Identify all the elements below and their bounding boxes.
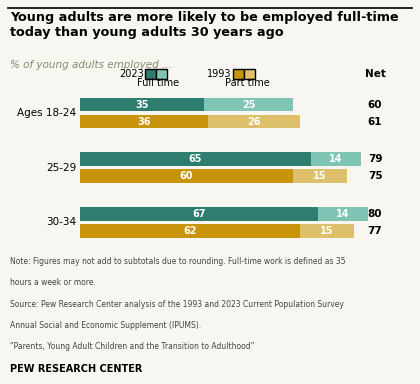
Text: 67: 67: [192, 209, 206, 219]
Text: 65: 65: [189, 154, 202, 164]
Text: 80: 80: [368, 209, 382, 219]
Text: Young adults are more likely to be employed full-time
today than young adults 30: Young adults are more likely to be emplo…: [10, 11, 399, 39]
Text: 60: 60: [368, 99, 382, 110]
Text: 2023: 2023: [119, 69, 144, 79]
Text: 79: 79: [368, 154, 382, 164]
Text: 60: 60: [180, 171, 193, 181]
Text: 14: 14: [336, 209, 350, 219]
Bar: [80, 224, 300, 238]
Text: 62: 62: [184, 226, 197, 236]
Text: 15: 15: [320, 226, 334, 236]
Text: Net: Net: [365, 69, 386, 79]
Text: Annual Social and Economic Supplement (IPUMS).: Annual Social and Economic Supplement (I…: [10, 321, 202, 329]
Text: 25-29: 25-29: [46, 163, 76, 173]
Text: Full time: Full time: [137, 78, 179, 88]
Text: 26: 26: [247, 117, 261, 127]
Text: hours a week or more.: hours a week or more.: [10, 278, 96, 287]
Text: 1993: 1993: [207, 69, 231, 79]
Bar: [293, 169, 346, 183]
Text: Ages 18-24: Ages 18-24: [17, 108, 76, 118]
Text: Part time: Part time: [225, 78, 269, 88]
Bar: [300, 224, 354, 238]
Text: 30-34: 30-34: [46, 217, 76, 227]
Text: Source: Pew Research Center analysis of the 1993 and 2023 Current Population Sur: Source: Pew Research Center analysis of …: [10, 300, 344, 308]
Text: 14: 14: [329, 154, 343, 164]
Text: Note: Figures may not add to subtotals due to rounding. Full-time work is define: Note: Figures may not add to subtotals d…: [10, 257, 346, 266]
Bar: [311, 152, 361, 166]
Text: PEW RESEARCH CENTER: PEW RESEARCH CENTER: [10, 364, 143, 374]
Bar: [204, 98, 293, 111]
Text: “Parents, Young Adult Children and the Transition to Adulthood”: “Parents, Young Adult Children and the T…: [10, 342, 255, 351]
Text: 35: 35: [135, 99, 149, 110]
Bar: [80, 115, 208, 128]
Bar: [80, 169, 293, 183]
Text: 75: 75: [368, 171, 382, 181]
Bar: [318, 207, 368, 221]
Text: 36: 36: [137, 117, 151, 127]
Text: 77: 77: [368, 226, 383, 236]
Text: 25: 25: [242, 99, 255, 110]
Bar: [80, 98, 204, 111]
Bar: [80, 207, 318, 221]
Text: 61: 61: [368, 117, 382, 127]
Text: % of young adults employed ...: % of young adults employed ...: [10, 60, 172, 70]
Bar: [80, 152, 311, 166]
Bar: [208, 115, 300, 128]
Text: 15: 15: [313, 171, 327, 181]
